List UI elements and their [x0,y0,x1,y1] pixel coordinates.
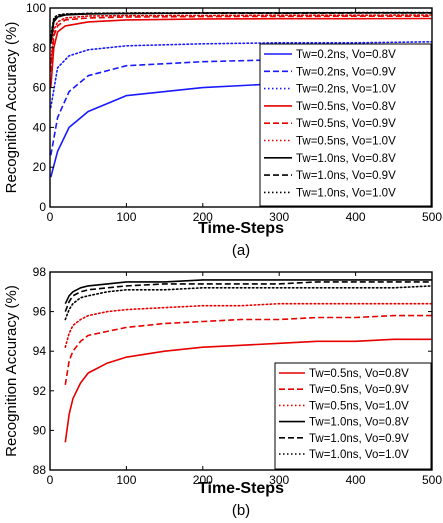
x-tick-label: 500 [422,210,442,224]
chart-panel-b: 0 100 200 300 400 500 88 90 92 94 96 98 Time-Steps Re… [3,265,442,519]
series-group [50,11,432,178]
x-tick-label: 300 [269,210,289,224]
legend-label-1: Tw=0.5ns, Vo=0.8V [309,368,409,380]
chart-panel-a: 0 100 200 300 400 500 0 20 40 60 80 100 Time-Steps Re… [3,1,442,259]
legend: Tw=0.5ns, Vo=0.8V Tw=0.5ns, Vo=0.9V Tw=0.5… [274,362,432,470]
legend-label-4: Tw=1.0ns, Vo=0.8V [309,417,409,429]
x-tick-label: 500 [422,473,442,487]
x-tick-label: 200 [193,473,213,487]
legend-label-5: Tw=0.5ns, Vo=0.9V [296,118,396,130]
legend-label-4: Tw=0.5ns, Vo=0.8V [296,101,396,113]
series-group [64,279,432,443]
legend-box [274,362,432,470]
y-tick-label: 88 [33,463,47,477]
series-line-1 [64,338,432,443]
legend-label-6: Tw=0.5ns, Vo=1.0V [296,136,396,148]
y-tick-label: 94 [33,344,47,358]
y-axis-label: Recognition Accuracy (%) [3,285,20,457]
x-axis-label: Time-Steps [198,480,284,497]
series-line-2 [64,314,432,386]
legend-label-8: Tw=1.0ns, Vo=0.9V [296,170,396,182]
y-tick-label: 60 [33,81,47,95]
series-line-6 [64,285,432,321]
y-tick-label: 98 [33,265,47,279]
series-line-6 [50,14,432,65]
y-tick-label: 96 [33,305,47,319]
x-tick-label: 400 [346,210,366,224]
series-line-4 [64,279,432,305]
y-tick-label: 100 [26,1,46,15]
x-tick-label: 0 [47,210,54,224]
y-tick-label: 20 [33,160,47,174]
x-tick-label: 100 [116,473,136,487]
legend-label-1: Tw=0.2ns, Vo=0.8V [296,49,396,61]
x-tick-label: 400 [346,473,366,487]
series-line-5 [64,281,432,312]
legend-label-6: Tw=1.0ns, Vo=1.0V [309,449,409,461]
legend-box [259,43,432,207]
legend-label-3: Tw=0.5ns, Vo=1.0V [309,400,409,412]
plot-frame [49,7,433,208]
plot-frame [49,271,433,471]
x-tick-label: 200 [193,210,213,224]
legend-label-5: Tw=1.0ns, Vo=0.9V [309,433,409,445]
series-line-5 [50,15,432,72]
y-axis-label: Recognition Accuracy (%) [3,22,20,194]
x-tick-label: 100 [116,210,136,224]
legend-label-9: Tw=1.0ns, Vo=1.0V [296,187,396,199]
y-tick-label: 92 [33,384,47,398]
y-tick-label: 90 [33,423,47,437]
legend-label-2: Tw=0.2ns, Vo=0.9V [296,66,396,78]
series-line-4 [50,17,432,88]
y-tick-label: 80 [33,41,47,55]
y-tick-label: 0 [39,200,46,214]
x-tick-label: 0 [47,473,54,487]
legend: Tw=0.2ns, Vo=0.8V Tw=0.2ns, Vo=0.9V Tw=0.2… [259,43,432,207]
series-line-9 [50,11,432,37]
legend-label-3: Tw=0.2ns, Vo=1.0V [296,84,396,96]
x-tick-label: 300 [269,473,289,487]
legend-label-7: Tw=1.0ns, Vo=0.8V [296,153,396,165]
series-line-3 [50,40,432,109]
series-line-3 [64,302,432,349]
y-tick-label: 40 [33,120,47,134]
panel-label: (a) [232,242,250,259]
legend-label-2: Tw=0.5ns, Vo=0.9V [309,384,409,396]
x-axis-label: Time-Steps [198,220,284,237]
panel-label: (b) [232,502,250,519]
